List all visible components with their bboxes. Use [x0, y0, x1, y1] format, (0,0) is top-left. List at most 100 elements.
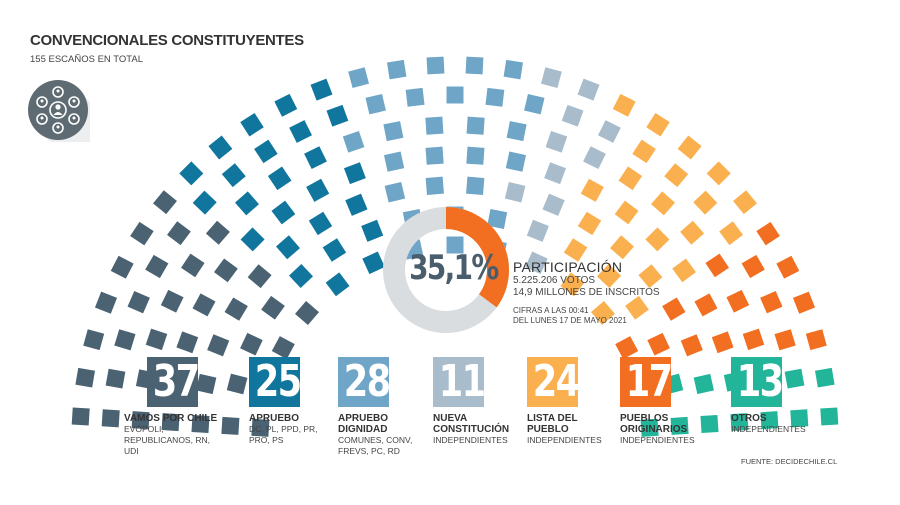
seat [615, 336, 639, 360]
seat [760, 291, 783, 314]
seat [583, 146, 606, 169]
seat [343, 162, 366, 185]
seat [741, 254, 765, 279]
seat [742, 328, 765, 351]
seat [214, 258, 238, 283]
seat [342, 131, 365, 153]
seat [221, 163, 246, 188]
seat [383, 151, 405, 172]
seat [672, 258, 696, 283]
party-members: INDEPENDIENTES [731, 424, 806, 434]
party-count-tile: 17 [620, 357, 673, 407]
seat [271, 200, 296, 225]
time-note: CIFRAS A LAS 00:41 DEL LUNES 17 DE MAYO … [513, 306, 660, 326]
seat-count: 11 [438, 356, 486, 407]
time-note-line-1: CIFRAS A LAS 00:41 [513, 306, 589, 315]
seat [597, 120, 621, 143]
seat [596, 263, 622, 289]
seat [541, 67, 562, 88]
seat [240, 112, 264, 137]
seat [94, 291, 118, 314]
seat [542, 193, 565, 216]
seat [466, 116, 485, 135]
party-name: VAMOS POR CHILE [124, 413, 218, 424]
seat [790, 409, 809, 428]
seat [425, 116, 444, 135]
seat [670, 416, 689, 435]
source-note: FUENTE: DECIDECHILE.CL [741, 457, 838, 466]
seat [274, 93, 298, 117]
seat-count: 24 [532, 356, 580, 407]
seat [577, 78, 600, 101]
participation-value: 35,1% [409, 248, 499, 288]
seat [235, 191, 259, 216]
seat [466, 176, 485, 195]
party-members: INDEPENDIENTES [527, 435, 602, 445]
seat [526, 219, 549, 242]
seat [267, 166, 292, 191]
seat [221, 416, 240, 435]
seat [348, 67, 369, 88]
seat [618, 166, 643, 191]
seat [820, 407, 839, 426]
party-caption: APRUEBO DC, PL, PPD, PR, PRO, PS [249, 413, 359, 446]
seat [544, 162, 567, 185]
seat [310, 78, 333, 101]
seat [614, 200, 639, 225]
seat [289, 120, 313, 143]
party-members: INDEPENDIENTES [620, 435, 695, 445]
participation-label: PARTICIPACIÓN [513, 259, 623, 275]
seat [487, 209, 508, 229]
seat [711, 331, 734, 354]
seat [505, 151, 527, 172]
seat [693, 373, 714, 395]
seat [386, 59, 407, 80]
party-count-tile: 28 [338, 356, 391, 407]
seat [805, 329, 827, 351]
seat-count: 13 [736, 356, 784, 407]
seat [646, 112, 670, 137]
seat [815, 367, 835, 388]
seat [776, 255, 800, 279]
seat [638, 264, 663, 289]
seat [127, 291, 150, 314]
seat [792, 291, 816, 314]
seat [226, 373, 248, 395]
page-subtitle: 155 ESCAÑOS EN TOTAL [30, 54, 143, 65]
participation-info: PARTICIPACIÓN 5.225.206 VOTOS 14,9 MILLO… [513, 259, 660, 326]
seat [503, 59, 524, 80]
party-name: OTROS [731, 413, 767, 424]
seat [730, 413, 749, 432]
seat [304, 146, 327, 169]
seat-count: 25 [254, 356, 302, 407]
seat [645, 227, 670, 252]
seat-count: 28 [343, 356, 391, 407]
seat [545, 131, 568, 153]
seat [261, 295, 285, 320]
seat-count: 37 [152, 356, 200, 407]
seat [208, 135, 233, 160]
seat [446, 86, 464, 104]
party-count-tile: 13 [731, 356, 784, 407]
party-members: INDEPENDIENTES [433, 435, 508, 445]
seat [207, 334, 230, 357]
people-circle-icon [28, 80, 90, 142]
seat [524, 93, 545, 115]
seat [610, 235, 634, 260]
seat [733, 190, 757, 215]
seat [700, 414, 719, 434]
seat [295, 301, 319, 325]
seat [694, 293, 718, 317]
seat [288, 263, 314, 289]
party-name: LISTA DEL PUEBLO [527, 413, 578, 435]
seat [560, 272, 585, 297]
seat [719, 221, 743, 246]
seat [167, 221, 191, 246]
seat [254, 139, 278, 164]
seat [192, 190, 217, 215]
seat [706, 161, 731, 186]
seat [251, 418, 270, 437]
seat [105, 368, 126, 389]
seat [130, 221, 154, 246]
seat [647, 332, 670, 356]
